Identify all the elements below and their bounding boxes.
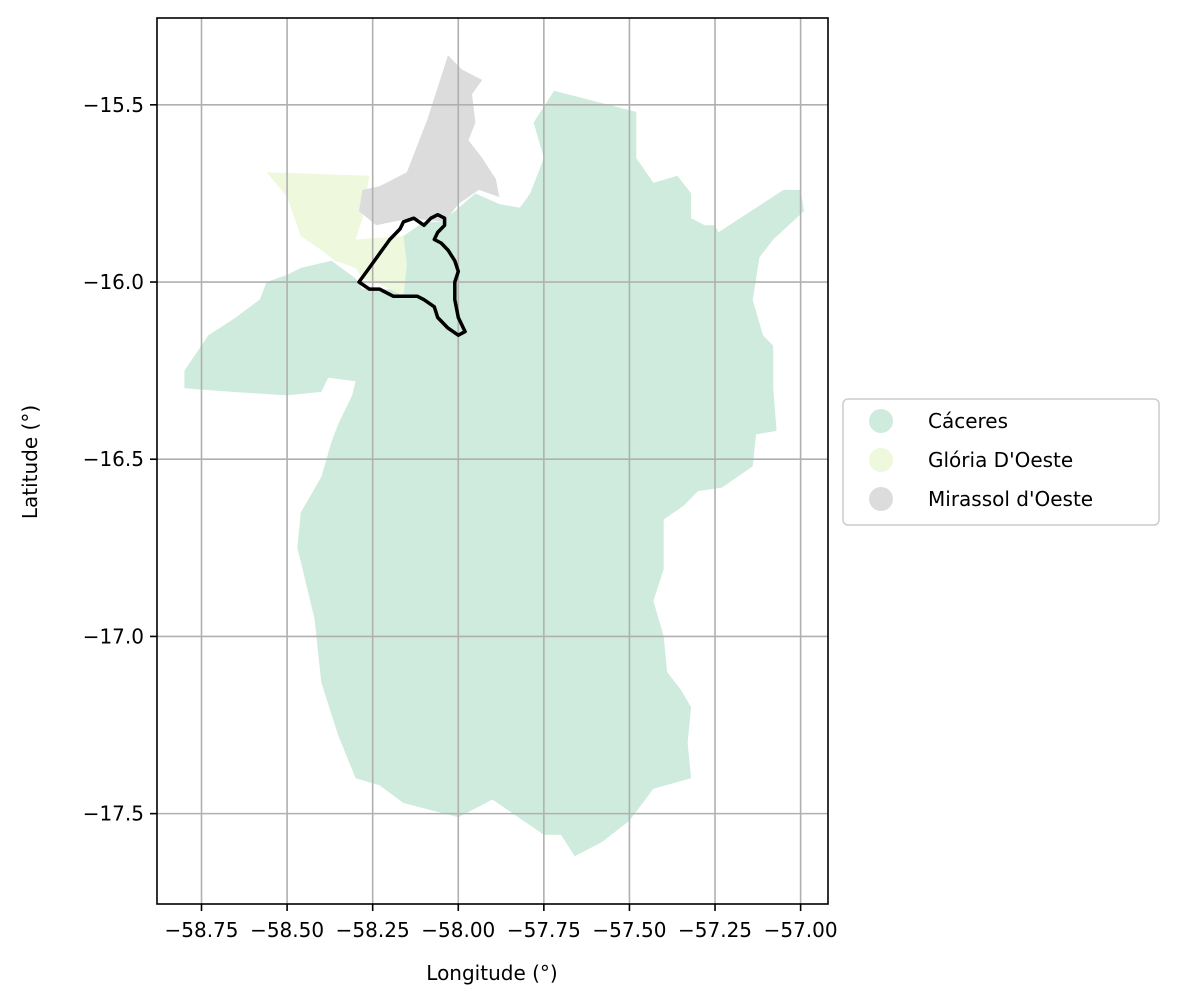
y-tick-label: −16.5 — [83, 447, 144, 471]
grid-layer — [157, 18, 828, 904]
y-tick-label: −16.0 — [83, 270, 144, 294]
y-tick-label: −17.5 — [83, 802, 144, 826]
x-tick-label: −57.25 — [678, 918, 752, 942]
region-mirassol-d-oeste — [359, 55, 500, 226]
study-area-outline — [357, 212, 467, 337]
outline-layer — [357, 212, 467, 337]
legend-label-gloria-d-oeste: Glória D'Oeste — [928, 448, 1073, 472]
x-tick-label: −58.25 — [336, 918, 410, 942]
legend-label-mirassol-d-oeste: Mirassol d'Oeste — [928, 487, 1093, 511]
y-axis-title: Latitude (°) — [18, 405, 42, 519]
legend-marker-mirassol-d-oeste — [869, 487, 893, 511]
legend: Cáceres Glória D'Oeste Mirassol d'Oeste — [842, 398, 1160, 526]
x-axis-title: Longitude (°) — [426, 961, 557, 985]
x-tick-label: −58.50 — [250, 918, 324, 942]
y-tick-label: −17.0 — [83, 624, 144, 648]
x-tick-label: −58.00 — [421, 918, 495, 942]
x-tick-label: −57.75 — [507, 918, 581, 942]
y-axis: −15.5 −16.0 −16.5 −17.0 −17.5 — [83, 93, 157, 826]
legend-box — [842, 398, 1160, 526]
region-caceres — [184, 90, 804, 857]
regions-layer — [184, 55, 804, 857]
legend-marker-gloria-d-oeste — [869, 448, 893, 472]
x-tick-label: −57.00 — [764, 918, 838, 942]
x-tick-label: −58.75 — [164, 918, 238, 942]
legend-marker-caceres — [869, 409, 893, 433]
legend-label-caceres: Cáceres — [928, 409, 1008, 433]
y-tick-label: −15.5 — [83, 93, 144, 117]
x-tick-label: −57.50 — [592, 918, 666, 942]
x-axis: −58.75 −58.50 −58.25 −58.00 −57.75 −57.50 −57.… — [164, 904, 838, 942]
plot-frame — [156, 17, 829, 905]
